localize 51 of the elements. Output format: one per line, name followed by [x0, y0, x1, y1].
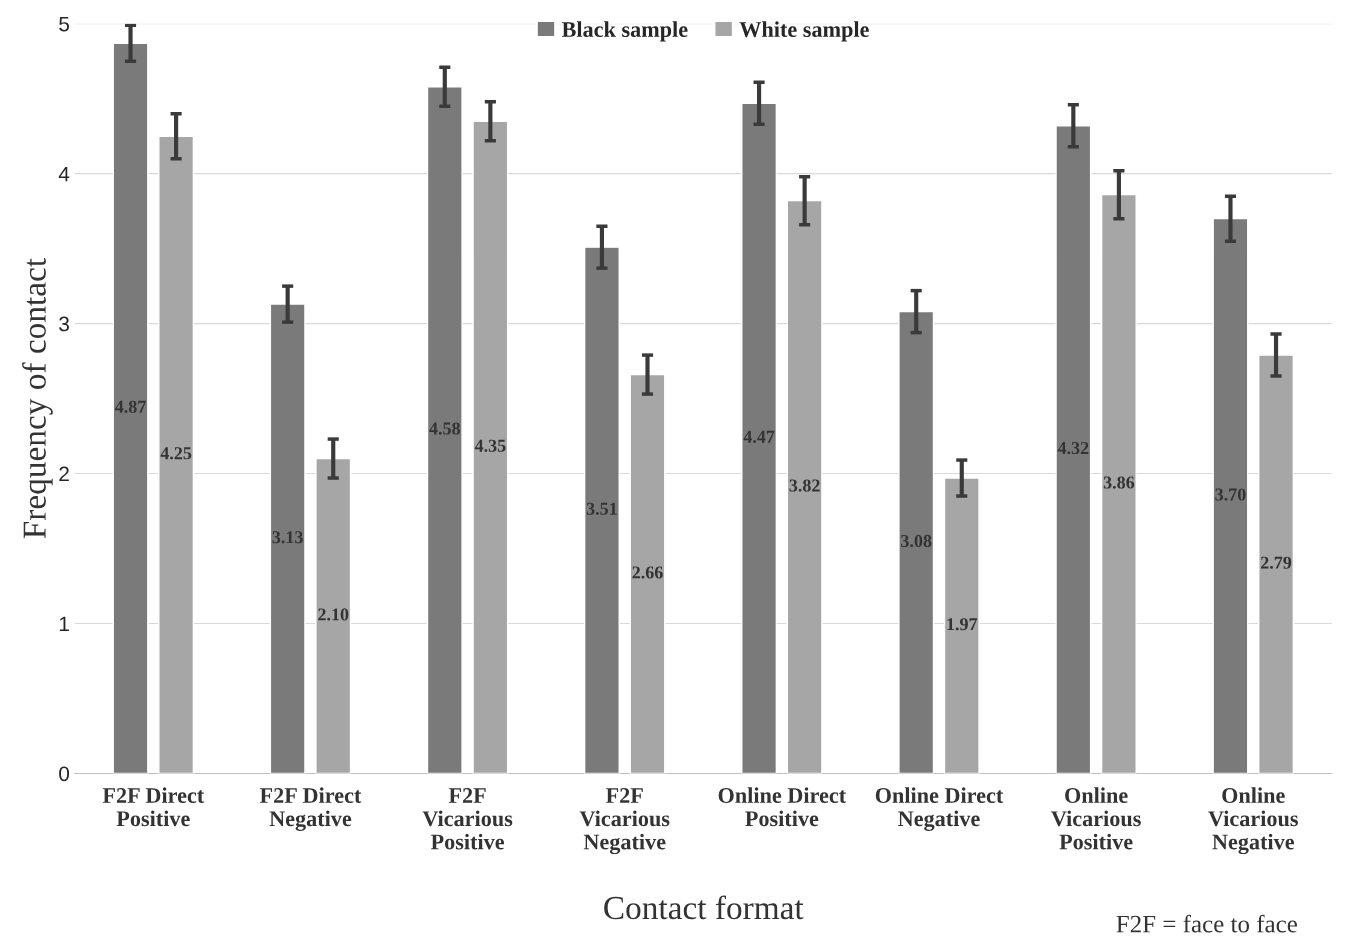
bar [426, 86, 463, 774]
y-axis-title: Frequency of contact [22, 258, 53, 539]
bar [786, 199, 823, 774]
bar [269, 303, 306, 774]
data-label: 4.87 [114, 400, 146, 413]
x-tick-label: Online Direct Negative [875, 787, 1004, 831]
x-tick-label: F2F Direct Positive [102, 787, 205, 827]
bar [1100, 193, 1137, 774]
bar [112, 42, 149, 774]
x-tick-label: Online Vicarious Positive [1051, 787, 1141, 850]
x-tick-label: F2F Vicarious Negative [579, 788, 670, 855]
data-label: 2.66 [632, 566, 663, 579]
data-label: 3.82 [789, 479, 820, 492]
data-label: 4.35 [474, 439, 506, 452]
x-tick-label: Online Direct Positive [718, 787, 847, 827]
y-tick-label: 2 [59, 466, 69, 482]
data-label: 4.47 [743, 430, 775, 443]
data-label: 4.32 [1057, 441, 1089, 455]
text: F2F = face to face [1116, 914, 1297, 933]
y-tick-label: 3 [59, 316, 69, 332]
data-label: 3.08 [901, 534, 932, 548]
x-tick-label: F2F Vicarious Positive [422, 788, 513, 850]
bar [158, 135, 195, 774]
data-label: 3.51 [586, 502, 617, 515]
legend-label: White sample [739, 21, 869, 42]
data-label: 3.86 [1103, 476, 1135, 489]
bar [1055, 124, 1092, 774]
data-label: 4.25 [160, 447, 192, 460]
bar [898, 310, 935, 774]
bar [472, 120, 509, 774]
legend-label: Black sample [561, 21, 688, 42]
bar [1258, 354, 1295, 774]
y-tick-label: 1 [59, 616, 69, 632]
bar [1212, 217, 1249, 774]
bar [741, 102, 778, 774]
bar [315, 457, 352, 774]
data-label: 3.13 [272, 531, 303, 544]
data-label: 4.58 [429, 422, 460, 435]
x-axis-title: Contact format [604, 895, 804, 920]
x-tick-label: F2F Direct Negative [259, 787, 362, 831]
y-tick-label: 5 [59, 16, 70, 32]
y-tick-label: 0 [59, 766, 70, 782]
data-label: 2.79 [1261, 556, 1292, 569]
data-label: 3.70 [1215, 488, 1246, 501]
x-tick-label: Online Vicarious Negative [1208, 787, 1298, 855]
data-label: 2.10 [318, 608, 349, 621]
bar [583, 246, 620, 774]
bar [629, 373, 666, 774]
bar [943, 477, 980, 774]
y-tick-label: 4 [58, 166, 70, 182]
data-label: 1.97 [947, 618, 978, 631]
